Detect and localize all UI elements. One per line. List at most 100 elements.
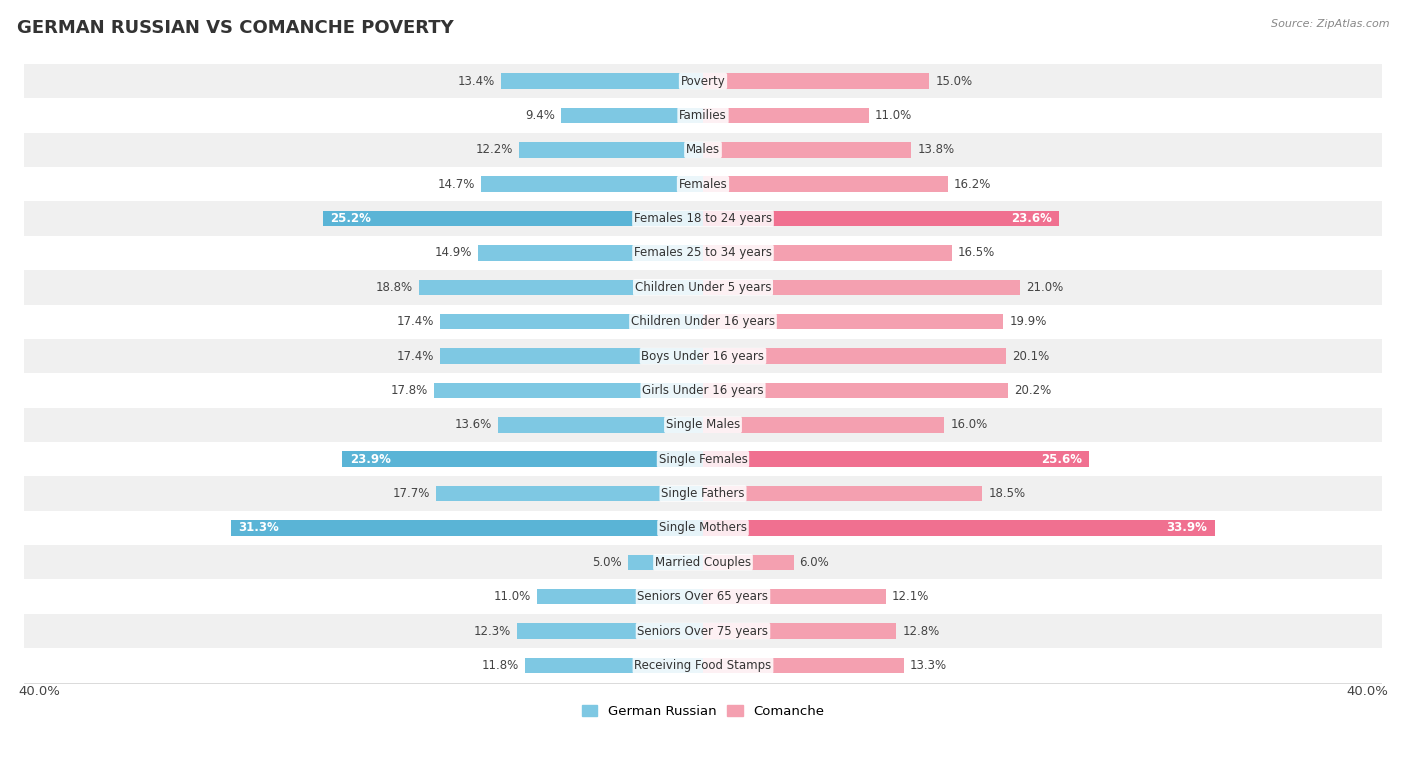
Bar bbox=[440, 349, 703, 364]
Bar bbox=[0, 545, 1406, 579]
Text: 18.5%: 18.5% bbox=[988, 487, 1025, 500]
Bar bbox=[0, 270, 1406, 305]
Text: Females: Females bbox=[679, 177, 727, 191]
Bar bbox=[703, 658, 904, 673]
Bar bbox=[501, 74, 703, 89]
Text: Females 18 to 24 years: Females 18 to 24 years bbox=[634, 212, 772, 225]
Text: 13.8%: 13.8% bbox=[917, 143, 955, 156]
Text: 17.4%: 17.4% bbox=[396, 349, 434, 362]
Bar bbox=[561, 108, 703, 124]
Text: 16.0%: 16.0% bbox=[950, 418, 988, 431]
Bar bbox=[0, 339, 1406, 373]
Bar bbox=[419, 280, 703, 295]
Text: 13.3%: 13.3% bbox=[910, 659, 946, 672]
Bar bbox=[524, 658, 703, 673]
Bar bbox=[0, 167, 1406, 202]
Text: 20.2%: 20.2% bbox=[1014, 384, 1052, 397]
Bar bbox=[0, 442, 1406, 476]
Bar bbox=[0, 408, 1406, 442]
Bar bbox=[0, 99, 1406, 133]
Bar bbox=[0, 614, 1406, 648]
Text: Poverty: Poverty bbox=[681, 74, 725, 88]
Text: 31.3%: 31.3% bbox=[238, 522, 278, 534]
Legend: German Russian, Comanche: German Russian, Comanche bbox=[576, 700, 830, 723]
Bar bbox=[478, 246, 703, 261]
Bar bbox=[0, 236, 1406, 270]
Bar bbox=[703, 589, 886, 604]
Bar bbox=[342, 452, 703, 467]
Text: 14.7%: 14.7% bbox=[437, 177, 475, 191]
Text: 19.9%: 19.9% bbox=[1010, 315, 1046, 328]
Text: Single Fathers: Single Fathers bbox=[661, 487, 745, 500]
Text: 16.2%: 16.2% bbox=[953, 177, 991, 191]
Text: 13.6%: 13.6% bbox=[454, 418, 492, 431]
Bar bbox=[0, 373, 1406, 408]
Bar bbox=[703, 417, 945, 433]
Bar bbox=[436, 486, 703, 501]
Text: Males: Males bbox=[686, 143, 720, 156]
Text: 17.8%: 17.8% bbox=[391, 384, 429, 397]
Text: 23.6%: 23.6% bbox=[1011, 212, 1052, 225]
Text: 23.9%: 23.9% bbox=[350, 453, 391, 465]
Text: Single Mothers: Single Mothers bbox=[659, 522, 747, 534]
Text: 25.2%: 25.2% bbox=[330, 212, 371, 225]
Bar bbox=[703, 349, 1007, 364]
Text: 18.8%: 18.8% bbox=[375, 280, 413, 294]
Text: 5.0%: 5.0% bbox=[592, 556, 621, 568]
Bar bbox=[0, 476, 1406, 511]
Text: 11.0%: 11.0% bbox=[494, 590, 531, 603]
Text: GERMAN RUSSIAN VS COMANCHE POVERTY: GERMAN RUSSIAN VS COMANCHE POVERTY bbox=[17, 19, 454, 37]
Text: Girls Under 16 years: Girls Under 16 years bbox=[643, 384, 763, 397]
Text: 25.6%: 25.6% bbox=[1040, 453, 1081, 465]
Bar bbox=[703, 555, 793, 570]
Bar bbox=[0, 305, 1406, 339]
Bar bbox=[0, 511, 1406, 545]
Bar bbox=[0, 648, 1406, 682]
Bar bbox=[703, 520, 1215, 536]
Bar bbox=[703, 383, 1008, 398]
Text: Receiving Food Stamps: Receiving Food Stamps bbox=[634, 659, 772, 672]
Bar bbox=[703, 452, 1090, 467]
Text: Single Females: Single Females bbox=[658, 453, 748, 465]
Bar bbox=[703, 246, 952, 261]
Bar bbox=[517, 623, 703, 639]
Text: 40.0%: 40.0% bbox=[1346, 684, 1388, 697]
Text: 21.0%: 21.0% bbox=[1026, 280, 1063, 294]
Text: Boys Under 16 years: Boys Under 16 years bbox=[641, 349, 765, 362]
Text: Children Under 16 years: Children Under 16 years bbox=[631, 315, 775, 328]
Text: 6.0%: 6.0% bbox=[800, 556, 830, 568]
Text: Females 25 to 34 years: Females 25 to 34 years bbox=[634, 246, 772, 259]
Text: 12.1%: 12.1% bbox=[891, 590, 929, 603]
Text: Source: ZipAtlas.com: Source: ZipAtlas.com bbox=[1271, 19, 1389, 29]
Text: 9.4%: 9.4% bbox=[526, 109, 555, 122]
Bar bbox=[0, 133, 1406, 167]
Text: 11.8%: 11.8% bbox=[482, 659, 519, 672]
Bar bbox=[322, 211, 703, 227]
Text: Seniors Over 65 years: Seniors Over 65 years bbox=[637, 590, 769, 603]
Bar bbox=[0, 579, 1406, 614]
Bar bbox=[703, 280, 1019, 295]
Bar bbox=[703, 314, 1004, 330]
Text: Seniors Over 75 years: Seniors Over 75 years bbox=[637, 625, 769, 637]
Text: Children Under 5 years: Children Under 5 years bbox=[634, 280, 772, 294]
Bar bbox=[498, 417, 703, 433]
Text: Married Couples: Married Couples bbox=[655, 556, 751, 568]
Text: 13.4%: 13.4% bbox=[457, 74, 495, 88]
Bar bbox=[703, 486, 983, 501]
Text: 12.3%: 12.3% bbox=[474, 625, 512, 637]
Text: Single Males: Single Males bbox=[666, 418, 740, 431]
Bar bbox=[703, 211, 1059, 227]
Text: 33.9%: 33.9% bbox=[1166, 522, 1208, 534]
Text: 17.7%: 17.7% bbox=[392, 487, 430, 500]
Bar bbox=[434, 383, 703, 398]
Text: 17.4%: 17.4% bbox=[396, 315, 434, 328]
Bar bbox=[0, 64, 1406, 99]
Text: 12.2%: 12.2% bbox=[475, 143, 513, 156]
Text: 11.0%: 11.0% bbox=[875, 109, 912, 122]
Text: 20.1%: 20.1% bbox=[1012, 349, 1050, 362]
Bar bbox=[703, 623, 896, 639]
Bar bbox=[703, 142, 911, 158]
Bar bbox=[481, 177, 703, 192]
Bar bbox=[703, 177, 948, 192]
Text: 12.8%: 12.8% bbox=[903, 625, 939, 637]
